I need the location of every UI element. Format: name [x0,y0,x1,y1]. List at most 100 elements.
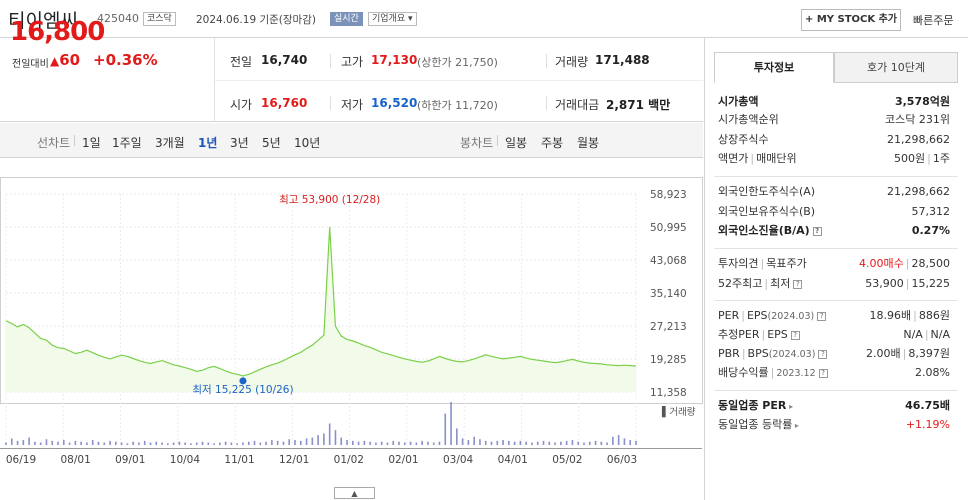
volume-bar [427,441,429,445]
help-icon[interactable]: ? [818,368,828,378]
tab-5y[interactable]: 5년 [262,136,281,150]
y-tick-label: 35,140 [650,288,687,300]
prev-close-label: 전일 [230,55,253,69]
volume-bar [143,440,146,445]
volume-bar [115,441,117,445]
volume-bar [178,441,181,445]
volume-bar [380,441,383,445]
bps-period: (2024.03) [768,349,816,360]
realtime-button[interactable]: 실시간 [330,12,363,26]
x-tick-label: 12/01 [279,454,309,466]
help-icon[interactable]: ? [817,311,827,321]
volume-bar [80,441,82,445]
help-icon[interactable]: ? [812,226,822,236]
open-label: 시가 [230,98,253,112]
low-point [239,377,247,385]
volume-bar [265,441,267,445]
tab-10y[interactable]: 10년 [294,136,321,150]
volume-bar [519,440,522,445]
help-icon[interactable]: ? [793,279,803,289]
volume-bar [224,441,227,445]
volume-bar [323,433,325,445]
my-stock-add-button[interactable]: + MY STOCK 추가 [801,9,901,31]
tab-3y[interactable]: 3년 [230,136,249,150]
volume-bar [62,440,65,445]
cap-rank-label: 시가총액순위 [718,113,779,126]
par-value: 500원 [894,152,926,165]
volume-bar [149,442,152,445]
volume-bar [271,440,273,445]
low-annotation: 최저 15,225 (10/26) [192,384,293,396]
volume-bar [415,442,418,445]
volume-bar [28,437,30,445]
pbr-value: 2.00배 [866,347,901,360]
volume-bar [629,440,632,445]
y-tick-label: 11,358 [650,387,687,399]
volume-bar [288,439,291,445]
sector-per-label[interactable]: 동일업종 PER [718,399,787,412]
opinion-label: 투자의견 [718,257,759,270]
y-tick-label: 50,995 [650,222,687,234]
volume-bar [103,442,106,445]
y-tick-label: 19,285 [650,354,687,366]
unit-value: 1주 [932,152,950,165]
chevron-right-icon: ▸ [786,402,794,411]
tab-1d[interactable]: 1일 [82,136,101,150]
week52-high-label: 52주최고 [718,277,763,290]
company-overview-dropdown[interactable]: 기업개요 ▾ [368,12,417,26]
bps-label: BPS [747,347,769,360]
volume-bar [554,442,556,445]
eps-value: 886원 [918,309,950,322]
volume-bar [536,441,539,445]
volume-bar [155,441,158,445]
volume-label: 거래량 [555,55,589,69]
x-tick-label: 08/01 [61,454,91,466]
tab-weekly[interactable]: 주봉 [541,136,564,150]
volume-bar [219,442,221,445]
dividend-label: 배당수익률 [718,366,769,379]
per-row: PER | EPS(2024.03)? 18.96배 | 886원 [718,309,950,322]
tab-1w[interactable]: 1주일 [112,136,142,150]
volume-bar [213,443,215,445]
help-icon[interactable]: ? [790,330,800,340]
tab-1y[interactable]: 1년 [198,136,218,150]
volume-bar [172,442,175,445]
volume-bar [392,440,395,445]
volume-bar [45,439,48,445]
volume-bar [357,441,360,445]
volume-bar [473,436,475,445]
price-chart-svg: 58,923 50,995 43,068 35,140 27,213 19,285 11,3… [0,177,703,499]
volume-bar [444,413,447,445]
company-overview-label: 기업개요 [372,14,406,24]
week52-row: 52주최고 | 최저? 53,900 | 15,225 [718,277,950,290]
foreign-hold-label: 외국인보유주식수(B) [718,205,816,218]
sector-chg-label[interactable]: 동일업종 등락률 [718,418,793,431]
volume-bar [22,440,25,445]
volume-bar [560,441,562,445]
volume-bar [369,441,371,445]
x-tick-label: 04/01 [498,454,528,466]
sector-per-value: 46.75배 [905,399,950,412]
volume-bar [623,438,626,445]
bps-value: 8,397원 [908,347,950,360]
help-icon[interactable]: ? [818,349,828,359]
tab-invest-info[interactable]: 투자정보 [714,52,834,83]
tab-monthly[interactable]: 월봉 [577,136,600,150]
volume-bar [34,441,36,445]
quick-order-link[interactable]: 빠른주문 [913,14,954,27]
volume-bar [201,441,204,445]
low-value: 16,520 [371,96,418,110]
volume-bar [438,441,441,445]
price-panel [0,38,703,122]
stock-header [0,0,968,38]
tab-order-book[interactable]: 호가 10단계 [834,52,958,83]
tab-3m[interactable]: 3개월 [155,136,185,150]
opinion-row: 투자의견 | 목표주가 4.00매수 | 28,500 [718,257,950,270]
opinion-value: 4.00매수 [859,257,904,270]
volume-bar [299,440,302,445]
price-area [6,227,636,392]
volume-bar [16,440,19,445]
volume-bar [363,440,366,445]
tab-daily[interactable]: 일봉 [505,136,528,150]
volume-bar [68,442,71,445]
